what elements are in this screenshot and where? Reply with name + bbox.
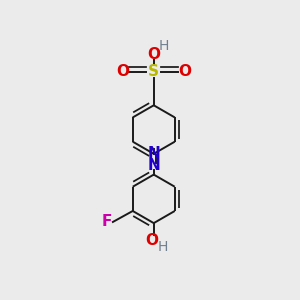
Text: H: H: [157, 240, 168, 254]
Text: N: N: [147, 146, 160, 161]
Text: O: O: [147, 47, 160, 62]
Text: O: O: [178, 64, 191, 79]
Text: O: O: [145, 233, 158, 248]
Text: F: F: [102, 214, 112, 230]
Text: H: H: [159, 39, 169, 53]
Text: N: N: [147, 158, 160, 173]
Text: S: S: [148, 64, 159, 79]
Text: O: O: [116, 64, 129, 79]
